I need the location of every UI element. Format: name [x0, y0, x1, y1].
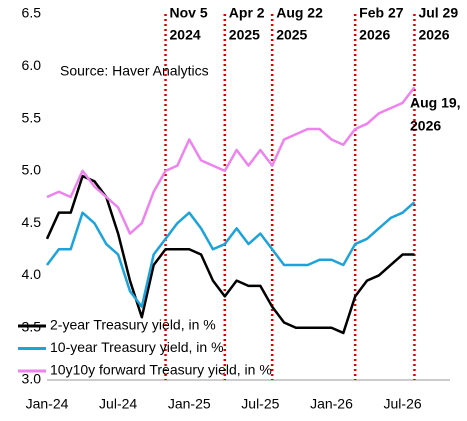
- y-tick-label: 6.0: [22, 57, 42, 73]
- event-label: 2024: [170, 27, 201, 43]
- x-tick-label: Jan-26: [310, 396, 353, 412]
- legend-label: 2-year Treasury yield, in %: [50, 317, 216, 333]
- x-tick-label: Jul-25: [241, 396, 279, 412]
- event-label: 2026: [418, 27, 449, 43]
- x-tick-label: Jul-26: [384, 396, 422, 412]
- legend-label: 10-year Treasury yield, in %: [50, 339, 224, 355]
- event-label: Nov 5: [170, 5, 208, 21]
- source-note: Source: Haver Analytics: [60, 63, 209, 79]
- x-tick-label: Jan-25: [168, 396, 211, 412]
- event-label: Jul 29: [418, 5, 458, 21]
- end-label: 2026: [410, 118, 441, 134]
- event-label: Aug 22: [276, 5, 323, 21]
- series-line: [46, 201, 416, 309]
- series-line: [46, 86, 416, 235]
- y-tick-label: 6.5: [22, 5, 42, 21]
- end-label: Aug 19,: [410, 95, 461, 111]
- x-tick-label: Jul-24: [99, 396, 137, 412]
- event-label: Apr 2: [229, 5, 265, 21]
- event-label: 2025: [229, 27, 260, 43]
- x-tick-label: Jan-24: [26, 396, 69, 412]
- event-label: 2026: [359, 27, 390, 43]
- y-tick-label: 4.5: [22, 214, 42, 230]
- event-label: Feb 27: [359, 5, 404, 21]
- event-label: 2025: [276, 27, 307, 43]
- y-tick-label: 5.5: [22, 109, 42, 125]
- y-tick-label: 4.0: [22, 266, 42, 282]
- series-line: [45, 174, 415, 335]
- y-tick-label: 5.0: [22, 162, 42, 178]
- y-tick-label: 3.0: [22, 371, 42, 387]
- legend-label: 10y10y forward Treasury yield, in %: [50, 362, 272, 378]
